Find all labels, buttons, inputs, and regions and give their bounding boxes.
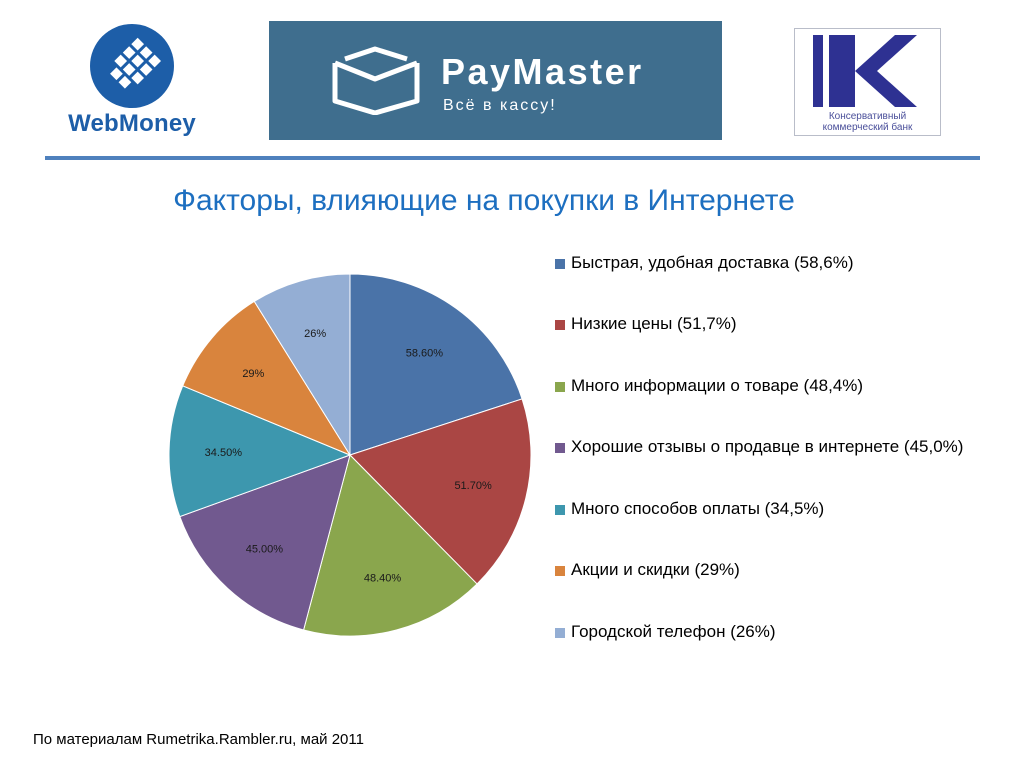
legend-label: Городской телефон (26%): [571, 622, 776, 641]
wallet-icon: [332, 46, 420, 115]
header-divider: [45, 156, 980, 160]
legend-label: Хорошие отзывы о продавце в интернете (4…: [571, 437, 964, 456]
legend-label: Много способов оплаты (34,5%): [571, 499, 825, 518]
pie-data-label: 51.70%: [454, 480, 492, 492]
slide-title: Факторы, влияющие на покупки в Интернете: [173, 184, 795, 217]
webmoney-globe-icon: [90, 24, 174, 108]
legend-swatch: [555, 320, 565, 330]
pie-data-label: 48.40%: [364, 572, 402, 584]
pie-slice: [253, 273, 351, 457]
pie-chart: 58.60% 51.70% 48.40% 45.00% 34.50% 29% 26%: [168, 273, 532, 637]
legend-swatch: [555, 382, 565, 392]
legend-label: Низкие цены (51,7%): [571, 314, 737, 333]
pie-data-label: 26%: [304, 328, 326, 340]
pie-slice: [179, 454, 351, 631]
pie-data-label: 34.50%: [205, 447, 243, 459]
pie-data-label: 45.00%: [246, 543, 284, 555]
bank-logo-text: Консервативный коммерческий банк: [822, 111, 913, 133]
paymaster-name: PayMaster: [441, 51, 644, 92]
legend-label: Акции и скидки (29%): [571, 560, 740, 579]
bank-k-icon: [813, 35, 917, 107]
bank-logo: Консервативный коммерческий банк: [794, 28, 941, 136]
legend-swatch: [555, 259, 565, 269]
pie-data-label: 29%: [242, 368, 264, 380]
pie-slice: [349, 273, 523, 456]
legend-label: Много информации о товаре (48,4%): [571, 376, 864, 395]
paymaster-logo: PayMaster Всё в кассу!: [269, 21, 722, 140]
pie-data-label: 58.60%: [406, 347, 444, 359]
legend-label: Быстрая, удобная доставка (58,6%): [571, 253, 854, 272]
webmoney-logo-text: WebMoney: [68, 110, 196, 137]
legend-swatch: [555, 505, 565, 515]
legend-swatch: [555, 566, 565, 576]
pie-slice: [302, 454, 478, 637]
legend-swatch: [555, 443, 565, 453]
paymaster-tagline: Всё в кассу!: [443, 97, 557, 114]
pie-slice: [168, 385, 352, 518]
pie-slice: [182, 300, 352, 457]
source-note: По материалам Rumetrika.Rambler.ru, май …: [33, 731, 364, 748]
webmoney-logo: WebMoney: [62, 22, 202, 142]
pie-slice: [349, 398, 532, 585]
legend-swatch: [555, 628, 565, 638]
